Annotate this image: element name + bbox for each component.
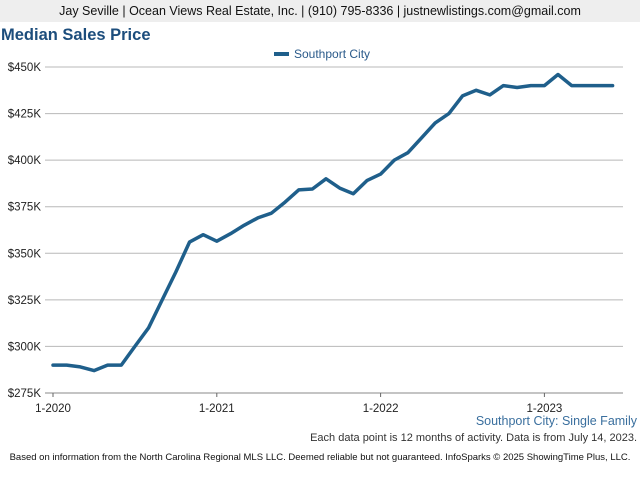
x-tick-label: 1-2020	[35, 403, 71, 415]
footer-disclaimer: Based on information from the North Caro…	[9, 452, 631, 463]
y-tick-label: $325K	[8, 295, 42, 307]
contact-line: Jay Seville | Ocean Views Real Estate, I…	[59, 4, 581, 18]
header-contact-bar: Jay Seville | Ocean Views Real Estate, I…	[0, 0, 640, 22]
y-tick-label: $375K	[8, 202, 42, 214]
y-tick-label: $275K	[8, 388, 42, 400]
y-tick-label: $350K	[8, 248, 42, 260]
legend-label: Southport City	[294, 47, 370, 61]
x-tick-label: 1-2022	[363, 403, 399, 415]
chart-title: Median Sales Price	[1, 26, 151, 44]
data-note: Each data point is 12 months of activity…	[310, 432, 637, 444]
x-tick-label: 1-2021	[199, 403, 235, 415]
y-tick-label: $425K	[8, 109, 42, 121]
source-label: Southport City: Single Family	[475, 414, 637, 428]
y-tick-label: $400K	[8, 155, 42, 167]
series-line	[51, 72, 615, 373]
y-tick-label: $300K	[8, 341, 42, 353]
x-tick-label: 1-2023	[526, 403, 562, 415]
y-tick-label: $450K	[8, 62, 42, 74]
